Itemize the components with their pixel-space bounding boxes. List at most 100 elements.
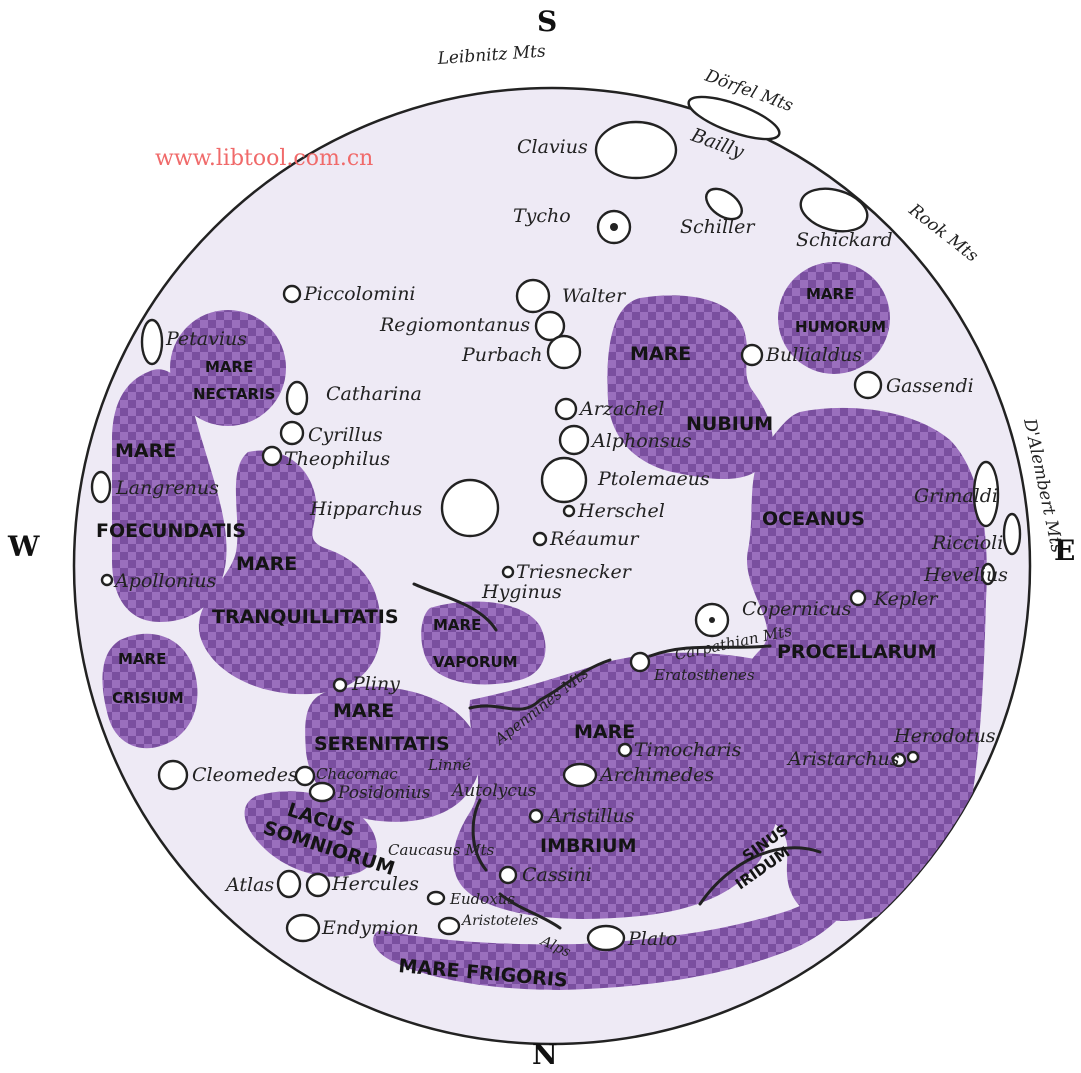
gassendi-label: Gassendi — [886, 375, 974, 397]
pliny-label: Pliny — [351, 673, 400, 695]
mare-tranquillitatis-label-2: TRANQUILLITATIS — [212, 606, 399, 628]
autolycus-label: Autolycus — [450, 781, 537, 801]
copernicus-crater — [694, 602, 730, 638]
endymion-label: Endymion — [321, 917, 419, 939]
maria-group — [102, 262, 987, 990]
gassendi-crater — [853, 370, 883, 400]
cyrillus-label: Cyrillus — [308, 424, 383, 446]
hyginus-rille — [412, 582, 498, 632]
riccioli-crater — [1002, 512, 1022, 556]
apollonius-label: Apollonius — [113, 570, 216, 592]
hevelius-label: Hevelius — [923, 564, 1008, 586]
procellarum-label: PROCELLARUM — [777, 641, 937, 663]
linne-label: Linné — [427, 756, 471, 774]
mare-nectaris-label-2: NECTARIS — [193, 385, 275, 403]
clavius-crater — [594, 120, 678, 180]
bullialdus-label: Bullialdus — [765, 344, 862, 366]
catharina-label: Catharina — [326, 383, 422, 405]
petavius-crater — [140, 318, 164, 366]
alphonsus-crater — [558, 424, 590, 456]
mare-foecundatis-label-1: MARE — [115, 440, 176, 462]
tycho-crater — [596, 209, 632, 245]
timocharis-crater — [617, 742, 633, 758]
mare-foecundatis-label-2: FOECUNDATIS — [96, 520, 246, 542]
mare-imbrium-label-2: IMBRIUM — [540, 835, 637, 857]
mare-humorum-area — [778, 262, 890, 374]
herschel-crater — [562, 504, 576, 518]
leibnitz-label: Leibnitz Mts — [436, 41, 547, 69]
ptolemaeus-crater — [540, 456, 588, 504]
schickard-label: Schickard — [796, 229, 893, 251]
bailly-crater — [687, 95, 781, 141]
oceanus-procellarum-area — [743, 407, 987, 921]
langrenus-crater — [90, 470, 112, 504]
clavius-label: Clavius — [517, 136, 588, 158]
petavius-label: Petavius — [165, 328, 247, 350]
triesnecker-crater — [501, 565, 515, 579]
schiller-label: Schiller — [680, 216, 756, 238]
atlas-label: Atlas — [224, 874, 274, 896]
copernicus-label: Copernicus — [742, 598, 852, 620]
caucasus-label: Caucasus Mts — [388, 841, 495, 859]
mare-nectaris-label-1: MARE — [205, 358, 253, 376]
mare-imbrium-label-1: MARE — [574, 721, 635, 743]
mare-serenitatis-area — [305, 686, 481, 822]
archimedes-crater — [562, 762, 598, 788]
cassini-crater — [498, 865, 518, 885]
walter-label: Walter — [562, 285, 627, 307]
purbach-crater — [546, 334, 582, 370]
aristarchus-label: Aristarchus — [786, 748, 900, 770]
direction-east: E — [1054, 534, 1075, 567]
iridum-rim — [698, 846, 822, 906]
aristillus-label: Aristillus — [546, 805, 635, 827]
regiomontanus-label: Regiomontanus — [379, 314, 530, 336]
reaumur-label: Réaumur — [549, 528, 640, 550]
plato-crater — [586, 924, 626, 952]
mare-labels: MARE NECTARIS MARE FOECUNDATIS MARE TRAN… — [96, 285, 937, 992]
schiller-crater — [705, 187, 743, 221]
grimaldi-crater — [972, 460, 1000, 528]
carpathian-ridge — [648, 644, 772, 658]
aristoteles-label: Aristoteles — [460, 913, 538, 929]
arzachel-crater — [554, 397, 578, 421]
langrenus-label: Langrenus — [115, 477, 219, 499]
mare-vaporum-label-2: VAPORUM — [433, 653, 518, 671]
chacornac-crater — [294, 765, 316, 787]
lacus-somniorum-area — [244, 791, 377, 877]
alps-ridge — [498, 892, 562, 930]
hercules-crater — [305, 872, 331, 898]
watermark-text: www.libtool.com.cn — [155, 146, 373, 171]
eudoxus-crater — [426, 890, 446, 906]
kepler-crater — [849, 589, 867, 607]
mare-serenitatis-label-2: SERENITATIS — [314, 733, 450, 755]
piccolomini-label: Piccolomini — [303, 283, 416, 305]
kepler-label: Kepler — [873, 588, 939, 610]
catharina-crater — [285, 380, 309, 416]
hipparchus-label: Hipparchus — [309, 498, 422, 520]
reaumur-crater — [532, 531, 548, 547]
hipparchus-crater — [440, 478, 500, 538]
mare-crisium-label-2: CRISIUM — [112, 689, 184, 707]
direction-south: S — [537, 5, 557, 38]
triesnecker-label: Triesnecker — [516, 561, 633, 583]
aristoteles-crater — [437, 916, 461, 936]
walter-crater — [515, 278, 551, 314]
mare-nubium-label-2: NUBIUM — [686, 413, 773, 435]
endymion-crater — [285, 913, 321, 943]
chacornac-label: Chacornac — [316, 765, 398, 783]
alphonsus-label: Alphonsus — [590, 430, 692, 452]
cyrillus-crater — [279, 420, 305, 446]
mare-vaporum-area — [421, 601, 546, 685]
riccioli-label: Riccioli — [931, 532, 1003, 554]
mare-nubium-area — [607, 295, 773, 479]
craters-group — [90, 95, 1022, 952]
plato-label: Plato — [627, 928, 677, 950]
grimaldi-label: Grimaldi — [914, 485, 998, 507]
purbach-label: Purbach — [461, 344, 542, 366]
mare-nubium-label-1: MARE — [630, 343, 691, 365]
cleomedes-crater — [157, 759, 189, 791]
theophilus-crater — [261, 445, 283, 467]
hyginus-label: Hyginus — [481, 581, 562, 603]
direction-north: N — [532, 1038, 558, 1071]
hevelius-crater — [980, 562, 996, 586]
